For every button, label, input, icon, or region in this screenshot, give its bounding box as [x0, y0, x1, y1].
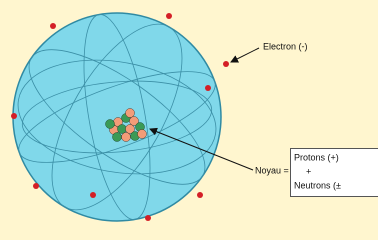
protons-label: Protons (+) — [294, 152, 339, 162]
proton — [138, 130, 147, 139]
electron — [205, 85, 211, 91]
electron-arrow — [231, 48, 259, 62]
electron — [33, 183, 39, 189]
proton — [122, 133, 131, 142]
neutrons-label: Neutrons (± — [294, 180, 341, 190]
neutron — [118, 125, 127, 134]
electron — [145, 215, 151, 221]
plus-label: + — [306, 166, 311, 176]
proton — [126, 109, 135, 118]
electron — [90, 192, 96, 198]
neutron — [106, 120, 115, 129]
electron — [11, 113, 17, 119]
nucleus-label: Noyau = — [255, 165, 289, 175]
electron — [50, 23, 56, 29]
electron — [197, 192, 203, 198]
electron — [223, 61, 229, 67]
atom-diagram: Electron (-) Noyau = Protons (+) + Neutr… — [0, 0, 378, 240]
page: {"labels": {"electron": "Electron (-)", … — [0, 0, 378, 240]
electron-label: Electron (-) — [263, 41, 308, 51]
electron — [166, 13, 172, 19]
neutron — [113, 133, 122, 142]
atom-sphere — [13, 13, 221, 221]
